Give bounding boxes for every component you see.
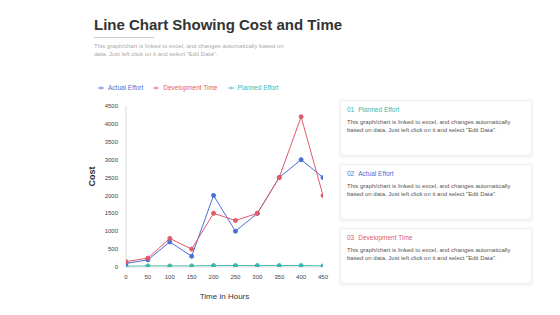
svg-text:Cost: Cost xyxy=(87,166,97,186)
html-text:02: 02 xyxy=(347,170,355,177)
html-text:Actual Effort: Actual Effort xyxy=(108,84,144,91)
svg-text:50: 50 xyxy=(145,274,152,280)
svg-text:2000: 2000 xyxy=(105,193,119,199)
html-text:This graph/chart is linked to: This graph/chart is linked to excel, and… xyxy=(347,183,511,197)
html-text:01: 01 xyxy=(347,106,355,113)
svg-text:3500: 3500 xyxy=(105,139,119,145)
svg-text:4500: 4500 xyxy=(105,103,119,109)
html-text:This graph/chart is linked to: This graph/chart is linked to excel, and… xyxy=(94,43,284,57)
svg-text:0: 0 xyxy=(124,274,128,280)
svg-text:150: 150 xyxy=(187,274,198,280)
svg-text:1500: 1500 xyxy=(105,210,119,216)
svg-text:4000: 4000 xyxy=(105,121,119,127)
html-text:Planned Effort: Planned Effort xyxy=(237,84,279,91)
html-text:03: 03 xyxy=(347,234,355,241)
svg-text:3000: 3000 xyxy=(105,157,119,163)
html-text:Development Time: Development Time xyxy=(358,234,413,241)
svg-text:300: 300 xyxy=(252,274,263,280)
svg-text:500: 500 xyxy=(108,246,119,252)
svg-text:250: 250 xyxy=(230,274,241,280)
svg-text:350: 350 xyxy=(274,274,285,280)
svg-text:450: 450 xyxy=(318,274,329,280)
svg-text:1000: 1000 xyxy=(105,228,119,234)
svg-text:Time in Hours: Time in Hours xyxy=(200,292,250,301)
svg-text:0: 0 xyxy=(115,264,119,270)
html-text:This graph/chart is linked to: This graph/chart is linked to excel, and… xyxy=(347,247,511,261)
html-text:Line Chart Showing Cost and Ti: Line Chart Showing Cost and Time xyxy=(94,16,343,33)
html-text:This graph/chart is linked to: This graph/chart is linked to excel, and… xyxy=(347,119,511,133)
html-text:Actual Effort: Actual Effort xyxy=(358,170,394,177)
html-text:Development Time: Development Time xyxy=(163,84,218,91)
svg-text:100: 100 xyxy=(165,274,176,280)
html-text:Planned Effort: Planned Effort xyxy=(358,106,400,113)
svg-text:200: 200 xyxy=(209,274,220,280)
svg-text:400: 400 xyxy=(296,274,307,280)
svg-text:2500: 2500 xyxy=(105,175,119,181)
